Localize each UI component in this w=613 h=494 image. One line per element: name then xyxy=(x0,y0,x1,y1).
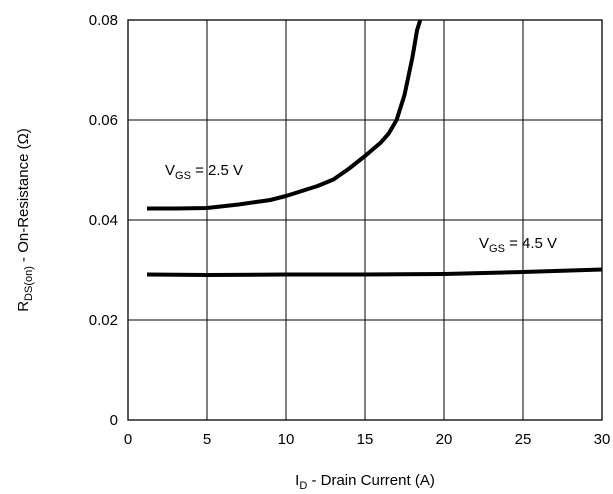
series-label-vgs-2-5: VGS = 2.5 V xyxy=(165,162,243,182)
y-tick-label: 0.02 xyxy=(89,312,118,329)
series-group xyxy=(146,19,603,277)
y-axis-label: RDS(on) - On-Resistance (Ω) xyxy=(15,128,35,312)
x-tick-label: 10 xyxy=(278,431,295,448)
x-tick-label: 15 xyxy=(357,431,374,448)
y-tick-label: 0.04 xyxy=(89,212,118,229)
tick-labels: 0 5 10 15 20 25 30 0 0.02 0.04 0.06 0.08 xyxy=(89,12,611,448)
x-tick-label: 0 xyxy=(124,431,132,448)
y-tick-label: 0.08 xyxy=(89,12,118,29)
x-tick-label: 30 xyxy=(594,431,611,448)
y-tick-label: 0.06 xyxy=(89,112,118,129)
grid xyxy=(127,19,603,421)
x-tick-label: 20 xyxy=(436,431,453,448)
x-tick-label: 25 xyxy=(515,431,532,448)
y-tick-label: 0 xyxy=(110,412,118,429)
x-axis-label: ID - Drain Current (A) xyxy=(295,472,435,492)
series-line-1 xyxy=(146,267,603,277)
series-line-0 xyxy=(147,19,423,211)
series-label-vgs-4-5: VGS = 4.5 V xyxy=(479,235,557,255)
x-tick-label: 5 xyxy=(203,431,211,448)
